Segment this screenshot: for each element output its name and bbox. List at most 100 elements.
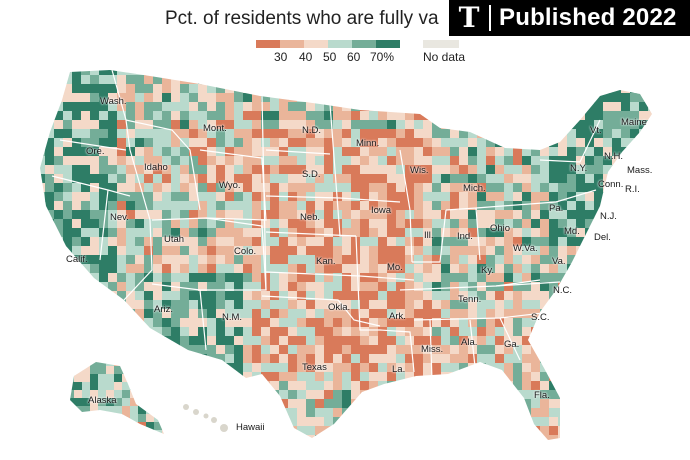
county-cell	[40, 174, 46, 184]
county-cell	[342, 75, 352, 85]
county-cell	[315, 255, 325, 265]
county-cell	[621, 408, 631, 418]
county-cell	[369, 120, 379, 130]
county-cell	[288, 345, 298, 355]
county-cell	[315, 354, 325, 364]
county-cell	[154, 422, 163, 431]
county-cell	[306, 147, 316, 157]
county-cell	[135, 165, 145, 175]
county-cell	[522, 390, 532, 400]
county-cell	[450, 120, 460, 130]
county-cell	[495, 390, 505, 400]
county-cell	[432, 399, 442, 409]
county-cell	[387, 399, 397, 409]
county-cell	[135, 174, 145, 184]
county-cell	[351, 246, 361, 256]
county-cell	[594, 102, 604, 112]
county-cell	[558, 219, 568, 229]
county-cell	[81, 156, 91, 166]
county-cell	[459, 399, 469, 409]
county-cell	[549, 174, 559, 184]
county-cell	[306, 219, 316, 229]
county-cell	[405, 408, 415, 418]
county-cell	[504, 282, 514, 292]
county-cell	[243, 93, 253, 103]
county-cell	[90, 255, 100, 265]
county-cell	[495, 246, 505, 256]
county-cell	[576, 84, 586, 94]
county-cell	[108, 129, 118, 139]
county-cell	[189, 336, 199, 346]
county-cell	[459, 327, 469, 337]
county-cell	[612, 129, 622, 139]
state-borders	[51, 70, 601, 381]
county-cell	[648, 138, 652, 148]
county-cell	[40, 399, 46, 409]
county-cell	[135, 219, 145, 229]
county-cell	[126, 291, 136, 301]
county-cell	[513, 309, 523, 319]
county-cell	[369, 282, 379, 292]
county-cell	[252, 417, 262, 427]
county-cell	[522, 399, 532, 409]
county-cell	[657, 327, 666, 336]
county-cell	[540, 345, 550, 355]
county-cell	[135, 156, 145, 166]
county-cell	[369, 102, 379, 112]
county-cell	[54, 93, 64, 103]
county-cell	[567, 111, 577, 121]
county-cell	[243, 300, 253, 310]
county-cell	[315, 246, 325, 256]
county-cell	[468, 363, 478, 373]
county-cell	[621, 246, 631, 256]
county-cell	[486, 102, 496, 112]
county-cell	[585, 426, 595, 436]
county-cell	[154, 438, 162, 446]
county-cell	[405, 372, 415, 382]
county-cell	[621, 345, 631, 355]
county-cell	[495, 147, 505, 157]
county-cell	[576, 138, 586, 148]
county-cell	[459, 372, 469, 382]
county-cell	[387, 219, 397, 229]
county-cell	[130, 422, 139, 431]
county-cell	[459, 165, 469, 175]
county-cell	[522, 417, 532, 427]
county-cell	[216, 156, 226, 166]
border-mo-ar-line	[359, 275, 415, 281]
county-cell	[513, 111, 523, 121]
county-cell	[306, 210, 316, 220]
county-cell	[621, 102, 631, 112]
county-cell	[504, 426, 514, 436]
county-cell	[459, 102, 469, 112]
county-cell	[261, 120, 271, 130]
county-cell	[558, 273, 568, 283]
county-cell	[468, 237, 478, 247]
county-cell	[117, 84, 127, 94]
county-cell	[288, 210, 298, 220]
county-cell	[522, 138, 532, 148]
county-cell	[540, 363, 550, 373]
county-cell	[342, 327, 352, 337]
county-cell	[207, 264, 217, 274]
county-cell	[342, 363, 352, 373]
county-cell	[504, 219, 514, 229]
county-cell	[495, 345, 505, 355]
county-cell	[432, 111, 442, 121]
county-cell	[144, 192, 154, 202]
county-cell	[270, 363, 280, 373]
county-cell	[396, 70, 406, 76]
county-cell	[540, 120, 550, 130]
county-cell	[198, 300, 208, 310]
county-cell	[387, 345, 397, 355]
county-cell	[414, 336, 424, 346]
county-cell	[162, 75, 172, 85]
county-cell	[216, 138, 226, 148]
county-cell	[144, 381, 154, 391]
county-cell	[414, 120, 424, 130]
county-cell	[459, 120, 469, 130]
county-cell	[612, 111, 622, 121]
county-cell	[432, 102, 442, 112]
county-cell	[90, 228, 100, 238]
county-cell	[567, 399, 577, 409]
